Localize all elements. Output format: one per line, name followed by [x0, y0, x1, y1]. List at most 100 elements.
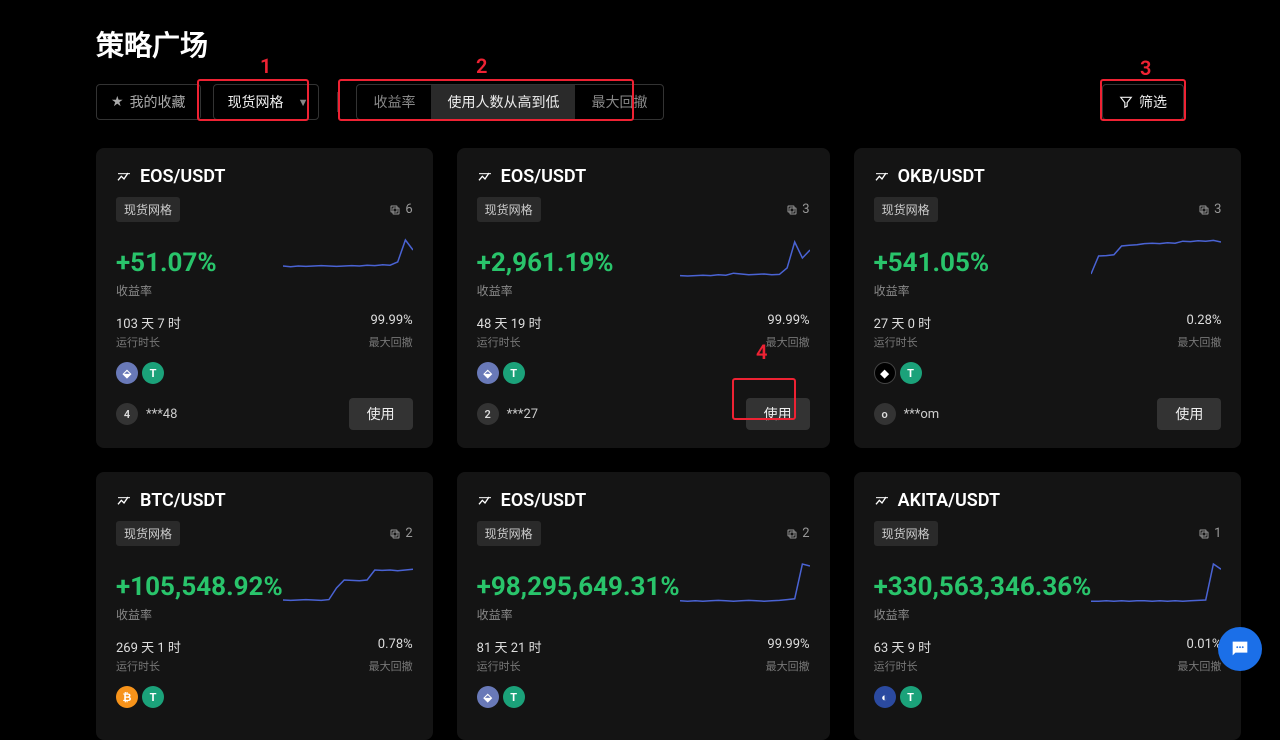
user-name: ***om: [904, 407, 940, 422]
strategy-card: BTC/USDT 现货网格 2 +105,548.92% 收益率 269 天 1…: [96, 472, 433, 740]
yield-value: +2,961.19%: [477, 248, 614, 278]
yield-label: 收益率: [874, 606, 1222, 623]
pair-name: BTC/USDT: [140, 490, 226, 511]
drawdown-value: 0.28%: [1187, 313, 1222, 332]
strategy-tag: 现货网格: [116, 197, 180, 222]
strategy-card: OKB/USDT 现货网格 3 +541.05% 收益率 27 天 0 时 0.…: [854, 148, 1242, 448]
drawdown-label: 最大回撤: [369, 334, 413, 350]
drawdown-label: 最大回撤: [1177, 658, 1221, 674]
yield-label: 收益率: [477, 606, 810, 623]
drawdown-value: 0.01%: [1187, 637, 1222, 656]
strategy-tag: 现货网格: [116, 521, 180, 546]
chat-fab[interactable]: [1218, 627, 1262, 671]
coin-icon: T: [142, 686, 164, 708]
yield-value: +541.05%: [874, 248, 990, 278]
trend-icon: [874, 169, 890, 185]
sparkline-chart: [283, 562, 413, 602]
yield-value: +51.07%: [116, 248, 217, 278]
coin-row: ₿T: [116, 686, 413, 708]
pair-name: OKB/USDT: [898, 166, 985, 187]
pair-name: EOS/USDT: [501, 490, 587, 511]
user-badge: 2: [477, 403, 499, 425]
trend-icon: [477, 493, 493, 509]
yield-label: 收益率: [116, 282, 413, 299]
filter-icon: [1119, 95, 1133, 109]
sparkline-chart: [283, 238, 413, 278]
filter-label: 筛选: [1139, 92, 1167, 112]
coin-icon: ⬙: [116, 362, 138, 384]
copy-icon: [1198, 204, 1210, 216]
sparkline-chart: [1091, 238, 1221, 278]
user-chip[interactable]: 2 ***27: [477, 403, 538, 425]
drawdown-label: 最大回撤: [1177, 334, 1221, 350]
runtime-value: 27 天 0 时: [874, 313, 932, 332]
coin-row: ◆T: [874, 362, 1222, 384]
pair-name: EOS/USDT: [140, 166, 226, 187]
user-badge: o: [874, 403, 896, 425]
drawdown-value: 99.99%: [370, 313, 412, 332]
runtime-label: 运行时长: [477, 658, 521, 674]
filter-button[interactable]: 筛选: [1102, 84, 1184, 120]
use-button[interactable]: 使用: [746, 398, 810, 430]
coin-icon: ⬙: [477, 362, 499, 384]
runtime-value: 103 天 7 时: [116, 313, 181, 332]
use-button[interactable]: 使用: [1157, 398, 1221, 430]
copy-count: 2: [389, 526, 412, 541]
sort-group: 收益率使用人数从高到低最大回撤: [356, 84, 664, 120]
use-button[interactable]: 使用: [349, 398, 413, 430]
coin-icon: ⬙: [477, 686, 499, 708]
coin-icon: T: [503, 362, 525, 384]
user-badge: 4: [116, 403, 138, 425]
yield-value: +105,548.92%: [116, 572, 283, 602]
drawdown-value: 0.78%: [378, 637, 413, 656]
coin-icon: ◐: [874, 686, 896, 708]
coin-row: ⬙T: [477, 362, 810, 384]
strategy-card: EOS/USDT 现货网格 2 +98,295,649.31% 收益率 81 天…: [457, 472, 830, 740]
yield-label: 收益率: [116, 606, 413, 623]
copy-icon: [389, 528, 401, 540]
sort-option-0[interactable]: 收益率: [357, 85, 431, 119]
trend-icon: [477, 169, 493, 185]
chevron-down-icon: ▼: [298, 96, 309, 109]
sort-option-1[interactable]: 使用人数从高到低: [431, 85, 575, 119]
strategy-type-dropdown[interactable]: 现货网格 ▼: [213, 84, 320, 120]
drawdown-label: 最大回撤: [369, 658, 413, 674]
user-name: ***27: [507, 407, 538, 422]
coin-icon: T: [142, 362, 164, 384]
user-chip[interactable]: 4 ***48: [116, 403, 177, 425]
sort-option-2[interactable]: 最大回撤: [575, 85, 663, 119]
drawdown-label: 最大回撤: [766, 658, 810, 674]
copy-count: 3: [786, 202, 809, 217]
coin-row: ◐T: [874, 686, 1222, 708]
copy-icon: [389, 204, 401, 216]
copy-icon: [786, 204, 798, 216]
favorites-label: 我的收藏: [130, 92, 186, 112]
coin-icon: T: [503, 686, 525, 708]
strategy-card: EOS/USDT 现货网格 6 +51.07% 收益率 103 天 7 时 99…: [96, 148, 433, 448]
runtime-value: 48 天 19 时: [477, 313, 542, 332]
runtime-label: 运行时长: [874, 658, 918, 674]
dropdown-label: 现货网格: [228, 92, 284, 112]
pair-name: AKITA/USDT: [898, 490, 1000, 511]
coin-icon: ₿: [116, 686, 138, 708]
user-chip[interactable]: o ***om: [874, 403, 940, 425]
runtime-value: 81 天 21 时: [477, 637, 542, 656]
user-name: ***48: [146, 407, 177, 422]
coin-icon: ◆: [874, 362, 896, 384]
divider: [337, 92, 338, 112]
strategy-tag: 现货网格: [477, 521, 541, 546]
trend-icon: [874, 493, 890, 509]
coin-row: ⬙T: [116, 362, 413, 384]
coin-row: ⬙T: [477, 686, 810, 708]
pair-name: EOS/USDT: [501, 166, 587, 187]
runtime-label: 运行时长: [874, 334, 918, 350]
trend-icon: [116, 169, 132, 185]
copy-icon: [1198, 528, 1210, 540]
runtime-label: 运行时长: [116, 334, 160, 350]
coin-icon: T: [900, 686, 922, 708]
strategy-tag: 现货网格: [477, 197, 541, 222]
favorites-button[interactable]: ★ 我的收藏: [96, 84, 201, 120]
trend-icon: [116, 493, 132, 509]
yield-label: 收益率: [477, 282, 810, 299]
yield-value: +330,563,346.36%: [874, 572, 1092, 602]
